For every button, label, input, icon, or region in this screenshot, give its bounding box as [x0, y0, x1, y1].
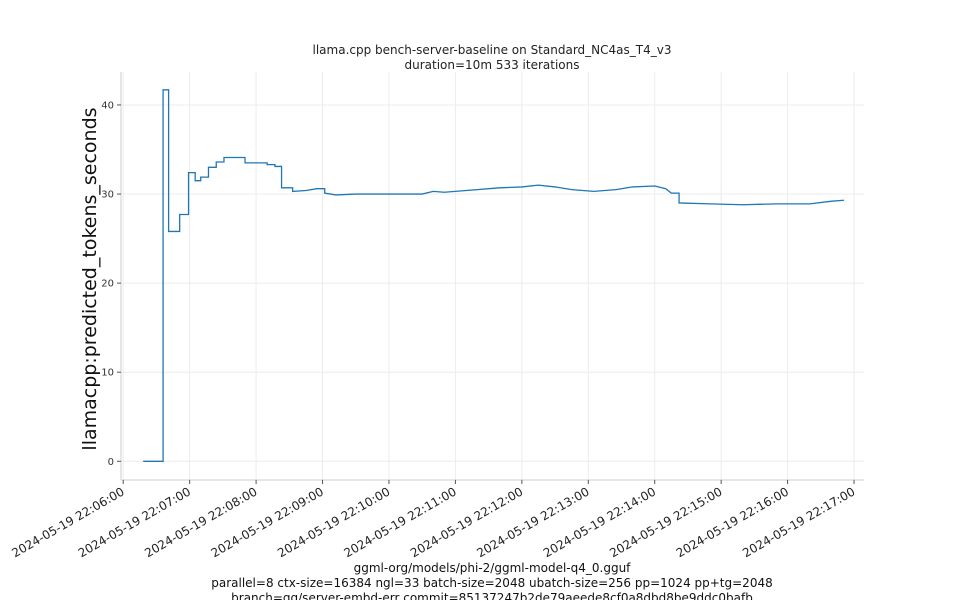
plot-area — [143, 89, 845, 462]
x-tick-label: 2024-05-19 22:06:00 — [9, 484, 126, 560]
x-tick-label: 2024-05-19 22:10:00 — [275, 484, 392, 560]
x-tick-label: 2024-05-19 22:09:00 — [209, 484, 326, 560]
x-tick-label: 2024-05-19 22:16:00 — [674, 484, 791, 560]
y-axis-label: llamacpp:predicted_tokens_seconds — [79, 107, 101, 450]
x-axis-label-line-1: ggml-org/models/phi-2/ggml-model-q4_0.gg… — [354, 561, 632, 575]
x-axis-label-line-3: branch=gg/server-embd-err commit=8513724… — [231, 591, 753, 600]
x-tick-label: 2024-05-19 22:14:00 — [541, 484, 658, 560]
grid — [121, 72, 864, 480]
y-tick-label: 10 — [101, 368, 114, 379]
chart-title: llama.cpp bench-server-baseline on Stand… — [313, 43, 672, 57]
x-tick-label: 2024-05-19 22:11:00 — [342, 484, 459, 560]
y-tick-label: 30 — [101, 190, 114, 201]
x-tick-label: 2024-05-19 22:08:00 — [142, 484, 259, 560]
y-tick-label: 0 — [108, 457, 114, 468]
x-tick-label: 2024-05-19 22:17:00 — [740, 484, 857, 560]
series-line — [143, 89, 845, 462]
x-tick-label: 2024-05-19 22:15:00 — [607, 484, 724, 560]
y-tick-label: 20 — [101, 279, 114, 290]
x-axis-label-line-2: parallel=8 ctx-size=16384 ngl=33 batch-s… — [211, 576, 772, 590]
x-tick-label: 2024-05-19 22:12:00 — [408, 484, 525, 560]
x-tick-label: 2024-05-19 22:13:00 — [474, 484, 591, 560]
chart-subtitle: duration=10m 533 iterations — [405, 58, 580, 72]
x-tick-label: 2024-05-19 22:07:00 — [76, 484, 193, 560]
y-tick-label: 40 — [101, 100, 114, 111]
